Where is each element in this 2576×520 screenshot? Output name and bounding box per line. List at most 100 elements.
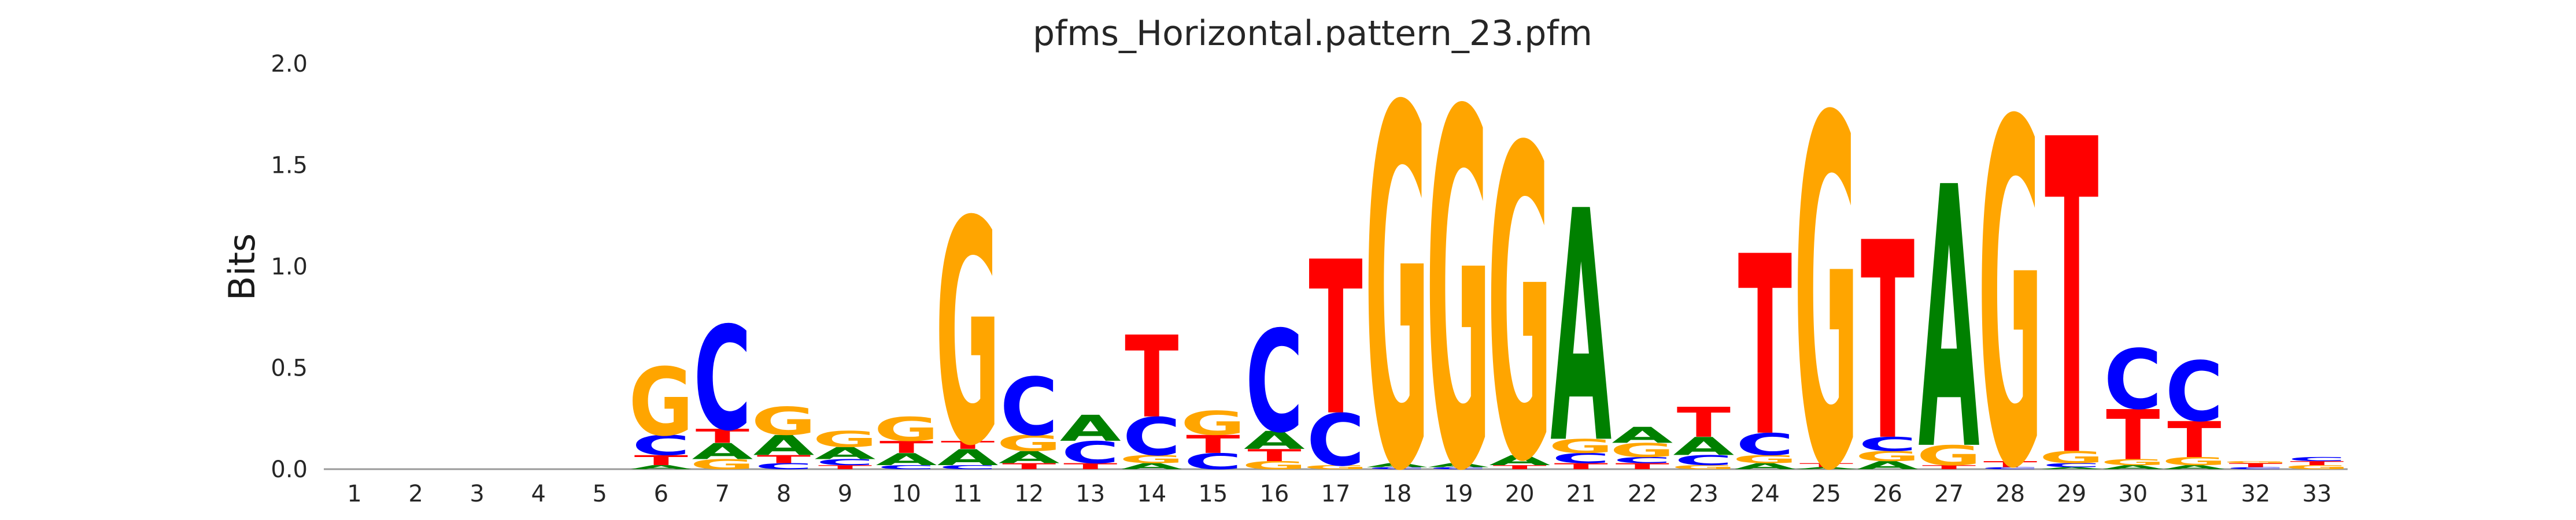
x-tick-label: 5 <box>593 481 607 507</box>
logo-letter-G: G <box>2162 455 2227 467</box>
x-tick-label: 18 <box>1383 481 1412 507</box>
x-tick-label: 24 <box>1750 481 1780 507</box>
logo-letter-A: A <box>1919 112 1980 520</box>
logo-letter-T: T <box>1554 462 1608 471</box>
logo-letter-A: A <box>2041 467 2102 470</box>
logo-letter-G: G <box>629 348 693 457</box>
x-tick-label: 1 <box>347 481 361 507</box>
y-axis: 0.0 0.5 1.0 1.5 2.0 <box>271 51 308 483</box>
x-tick-label: 33 <box>2302 481 2332 507</box>
logo-letter-G: G <box>997 430 1062 456</box>
logo-column: CTG <box>1978 24 2043 520</box>
logo-letter-G: G <box>1365 6 1429 520</box>
logo-letter-T: T <box>1247 446 1301 465</box>
logo-letter-A: A <box>1121 462 1182 471</box>
logo-letter-T: T <box>696 425 749 447</box>
logo-letter-A: A <box>2164 464 2225 470</box>
logo-letter-A: A <box>630 464 692 470</box>
logo-column: CTG <box>1181 404 1246 474</box>
logo-letter-T: T <box>879 438 933 457</box>
x-tick-label: 2 <box>408 481 423 507</box>
logo-letter-C: C <box>1184 449 1242 474</box>
x-tick-label: 4 <box>531 481 545 507</box>
logo-letter-A: A <box>2102 464 2164 470</box>
y-tick-label: 1.0 <box>271 254 308 280</box>
logo-letter-T: T <box>634 452 688 469</box>
chart-title: pfms_Horizontal.pattern_23.pfm <box>1033 13 1592 54</box>
logo-letter-C: C <box>1123 407 1181 467</box>
logo-letter-G: G <box>2101 458 2165 467</box>
logo-letter-T: T <box>2045 50 2099 520</box>
x-tick-label: 28 <box>1995 481 2025 507</box>
logo-letter-C: C <box>632 430 690 462</box>
logo-letter-T: T <box>1983 459 2037 469</box>
logo-letter-T: T <box>1799 462 1853 469</box>
logo-letter-G: G <box>2039 448 2104 467</box>
logo-letter-A: A <box>1857 459 1919 472</box>
logo-letter-C: C <box>1062 436 1119 470</box>
x-axis: 1 2 3 4 5 6 7 8 9 10 11 12 13 14 15 16 17 18 19 20 21 22 23 24 2… <box>324 468 2348 507</box>
logo-letter-T: T <box>941 439 995 451</box>
logo-letter-A: A <box>1673 432 1734 461</box>
logo-letter-T: T <box>1063 462 1117 471</box>
logo-letter-A: A <box>1060 408 1121 449</box>
logo-letter-T: T <box>2228 462 2282 469</box>
logo-letter-G: G <box>2223 460 2288 464</box>
x-tick-label: 21 <box>1566 481 1596 507</box>
logo-column: CAG <box>1365 6 1429 520</box>
x-tick-label: 6 <box>654 481 668 507</box>
x-tick-label: 10 <box>892 481 921 507</box>
logo-letter-G: G <box>1487 59 1552 520</box>
logo-letter-C: C <box>1981 467 2039 470</box>
logo-letter-C: C <box>2104 332 2162 428</box>
y-tick-label: 0.5 <box>271 355 308 382</box>
logo-letter-T: T <box>2290 460 2344 466</box>
logo-letter-A: A <box>1489 452 1550 469</box>
logo-letter-T: T <box>757 453 811 466</box>
x-tick-label: 27 <box>1934 481 1964 507</box>
x-tick-label: 26 <box>1873 481 1902 507</box>
logo-letter-T: T <box>1125 312 1178 443</box>
logo-letter-G: G <box>1548 436 1613 458</box>
logo-letter-A: A <box>1612 422 1673 448</box>
logo-letter-A: A <box>937 445 999 470</box>
logo-letter-A: A <box>1796 467 1857 470</box>
logo-column: TGA <box>1916 112 1981 520</box>
logo-letter-C: C <box>1307 399 1365 482</box>
logo-letter-G: G <box>2285 464 2349 470</box>
logo-letter-G: G <box>936 157 1000 514</box>
x-tick-label: 7 <box>715 481 730 507</box>
logo-letter-G: G <box>751 399 816 444</box>
logo-letter-G: G <box>1119 453 1184 466</box>
x-tick-label: 30 <box>2118 481 2148 507</box>
logo-letter-C: C <box>1675 452 1732 469</box>
logo-letter-A: A <box>753 430 815 462</box>
logo-letter-C: C <box>938 464 996 470</box>
logo-letter-C: C <box>755 462 812 471</box>
x-tick-label: 15 <box>1198 481 1228 507</box>
logo-letter-G: G <box>1916 440 1981 471</box>
logo-letter-T: T <box>818 464 872 470</box>
logo-letter-G: G <box>812 426 877 452</box>
y-axis-label: Bits <box>221 233 263 300</box>
x-tick-label: 29 <box>2057 481 2086 507</box>
x-tick-label: 16 <box>1259 481 1289 507</box>
logo-letter-A: A <box>692 439 753 464</box>
logo-letter-C: C <box>693 297 751 463</box>
logo-letter-G: G <box>1426 10 1491 520</box>
x-tick-label: 31 <box>2179 481 2209 507</box>
y-tick-label: 2.0 <box>271 51 308 77</box>
logo-letter-C: C <box>1858 433 1916 455</box>
